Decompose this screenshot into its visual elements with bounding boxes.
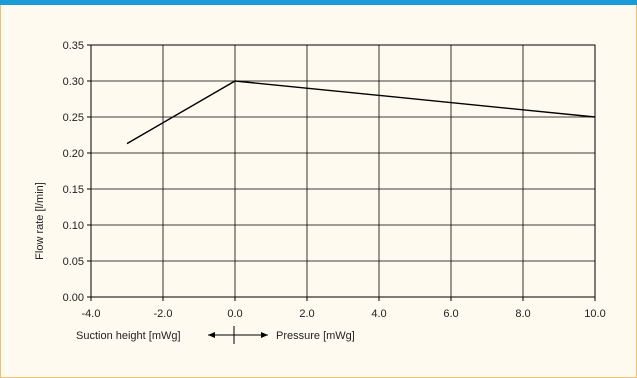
y-tick-label: 0.00 xyxy=(63,292,84,304)
pressure-label: Pressure [mWg] xyxy=(276,330,355,342)
y-tick-label: 0.25 xyxy=(63,112,84,124)
plot-border xyxy=(90,44,596,298)
x-tick-labels: -4.0 -2.0 0.0 2.0 4.0 6.0 8.0 10.0 xyxy=(82,308,606,320)
grid-lines xyxy=(87,44,596,301)
flow-rate-series-line xyxy=(126,80,596,145)
direction-arrow xyxy=(208,326,268,344)
x-tick-label: 6.0 xyxy=(443,308,458,320)
x-tick-label: 4.0 xyxy=(371,308,386,320)
y-tick-label: 0.15 xyxy=(63,184,84,196)
x-tick-label: 10.0 xyxy=(584,308,605,320)
x-tick-label: -2.0 xyxy=(154,308,173,320)
y-tick-label: 0.30 xyxy=(63,76,84,88)
y-tick-label: 0.10 xyxy=(63,220,84,232)
y-tick-label: 0.35 xyxy=(63,40,84,52)
y-tick-label: 0.05 xyxy=(63,256,84,268)
x-tick-label: -4.0 xyxy=(82,308,101,320)
x-tick-label: 0.0 xyxy=(227,308,242,320)
y-axis-label: Flow rate [l/min] xyxy=(34,182,46,260)
x-tick-label: 8.0 xyxy=(515,308,530,320)
y-tick-label: 0.20 xyxy=(63,148,84,160)
x-tick-label: 2.0 xyxy=(299,308,314,320)
top-accent-bar xyxy=(0,0,637,5)
suction-height-label: Suction height [mWg] xyxy=(76,330,181,342)
y-tick-labels: 0.00 0.05 0.10 0.15 0.20 0.25 0.30 0.35 xyxy=(63,40,84,304)
